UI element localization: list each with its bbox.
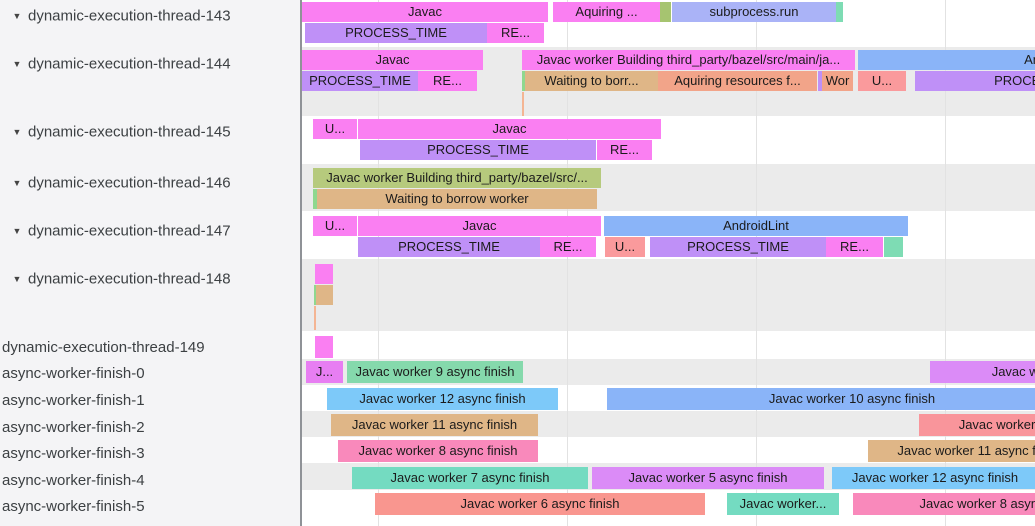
timeline-slice[interactable]: Javac (302, 50, 483, 70)
track-name-text: dynamic-execution-thread-144 (28, 55, 231, 73)
timeline-slice[interactable] (818, 71, 822, 91)
timeline-slice[interactable]: Wor (822, 71, 853, 91)
timeline-slice[interactable]: Javac worker 8 async finish (853, 493, 1035, 515)
timeline-slice[interactable]: Javac worker 12 async finish (832, 467, 1035, 489)
timeline-slice[interactable]: U... (313, 216, 357, 236)
track-label-async-worker-finish-3[interactable]: async-worker-finish-3 (0, 443, 300, 462)
timeline-slice[interactable]: Javac (358, 216, 601, 236)
time-gridline (756, 0, 757, 526)
track-label-async-worker-finish-1[interactable]: async-worker-finish-1 (0, 390, 300, 409)
timeline-slice[interactable]: Javac worker... (727, 493, 839, 515)
track-label-dynamic-execution-thread-148[interactable]: ▼ dynamic-execution-thread-148 (0, 269, 300, 288)
track-name-text: async-worker-finish-3 (2, 444, 145, 462)
time-gridline (945, 0, 946, 526)
expander-triangle-icon[interactable]: ▼ (12, 177, 22, 188)
track-label-dynamic-execution-thread-147[interactable]: ▼ dynamic-execution-thread-147 (0, 221, 300, 240)
timeline-slice[interactable]: U... (605, 237, 645, 257)
expander-triangle-icon[interactable]: ▼ (12, 273, 22, 284)
timeline-slice[interactable]: Javac worker 7 async finish (352, 467, 588, 489)
timeline-slice[interactable]: Waiting to borr... (525, 71, 658, 91)
track-label-async-worker-finish-2[interactable]: async-worker-finish-2 (0, 417, 300, 436)
timeline-slice[interactable] (315, 264, 333, 284)
track-label-dynamic-execution-thread-144[interactable]: ▼ dynamic-execution-thread-144 (0, 54, 300, 73)
zebra-band (302, 259, 1035, 331)
expander-triangle-icon[interactable]: ▼ (12, 58, 22, 69)
track-name-text: async-worker-finish-0 (2, 364, 145, 382)
track-label-async-worker-finish-5[interactable]: async-worker-finish-5 (0, 496, 300, 515)
timeline-slice[interactable]: RE... (826, 237, 883, 257)
track-name-text: async-worker-finish-5 (2, 497, 145, 515)
timeline-slice[interactable]: Javac (358, 119, 661, 139)
timeline-slice[interactable]: subprocess.run (672, 2, 836, 22)
timeline-slice[interactable]: Aquiring ... (553, 2, 660, 22)
timeline-slice[interactable] (884, 237, 903, 257)
timeline: Javac Aquiring ... subprocess.run PROCESS_T… (302, 0, 1035, 526)
track-label-dynamic-execution-thread-149[interactable]: dynamic-execution-thread-149 (0, 337, 300, 356)
timeline-slice[interactable]: RE... (487, 23, 544, 43)
timeline-slice[interactable]: RE... (418, 71, 477, 91)
timeline-slice[interactable]: Javac worker 11 async finish (331, 414, 538, 436)
track-name-sidebar: ▼ dynamic-execution-thread-143 ▼ dynamic-ex… (0, 0, 302, 526)
track-name-text: dynamic-execution-thread-148 (28, 270, 231, 288)
timeline-slice[interactable]: Javac worker 12 async finish (327, 388, 558, 410)
track-name-text: dynamic-execution-thread-145 (28, 123, 231, 141)
timeline-slice[interactable] (660, 2, 671, 22)
timeline-slice[interactable]: PROCESS_TIME (305, 23, 487, 43)
expander-triangle-icon[interactable]: ▼ (12, 10, 22, 21)
track-name-text: async-worker-finish-4 (2, 471, 145, 489)
timeline-slice[interactable]: Javac worker 5 async finish (592, 467, 824, 489)
timeline-slice[interactable]: RE... (540, 237, 596, 257)
timeline-slice[interactable]: Aquiring resources f... (658, 71, 817, 91)
timeline-slice[interactable]: J... (306, 361, 343, 383)
track-name-text: dynamic-execution-thread-146 (28, 174, 231, 192)
timeline-slice[interactable]: PROCESS_TIME (302, 71, 418, 91)
timeline-slice[interactable]: RE... (597, 140, 652, 160)
timeline-slice[interactable]: PROCESS_TIME (650, 237, 826, 257)
timeline-slice[interactable] (314, 285, 316, 305)
timeline-slice[interactable] (313, 189, 317, 209)
timeline-slice[interactable]: Javac worker 11 async finish (868, 440, 1035, 462)
track-name-text: async-worker-finish-1 (2, 391, 145, 409)
track-label-dynamic-execution-thread-143[interactable]: ▼ dynamic-execution-thread-143 (0, 6, 300, 25)
timeline-slice[interactable]: Waiting to borrow worker (317, 189, 597, 209)
timeline-slice[interactable] (836, 2, 843, 22)
timeline-slice[interactable]: Javac worker Building third_party/bazel/… (522, 50, 855, 70)
track-name-text: dynamic-execution-thread-149 (2, 338, 205, 356)
timeline-slice[interactable]: PROCESS_TIME (915, 71, 1035, 91)
expander-triangle-icon[interactable]: ▼ (12, 126, 22, 137)
timeline-slice[interactable]: Javac worker 6 async finish (375, 493, 705, 515)
track-name-text: async-worker-finish-2 (2, 418, 145, 436)
timeline-slice[interactable]: AndroidLint (858, 50, 1035, 70)
timeline-slice[interactable]: Javac (302, 2, 548, 22)
timeline-slice[interactable]: PROCESS_TIME (360, 140, 596, 160)
timeline-slice[interactable]: AndroidLint (604, 216, 908, 236)
track-label-dynamic-execution-thread-145[interactable]: ▼ dynamic-execution-thread-145 (0, 122, 300, 141)
expander-triangle-icon[interactable]: ▼ (12, 225, 22, 236)
timeline-slice[interactable]: Javac worker (919, 414, 1035, 436)
timeline-slice[interactable] (522, 92, 524, 116)
time-gridline (567, 0, 568, 526)
timeline-slice[interactable]: U... (313, 119, 357, 139)
timeline-slice[interactable]: PROCESS_TIME (358, 237, 540, 257)
timeline-slice[interactable]: Javac worker 8 async finish (338, 440, 538, 462)
timeline-slice[interactable]: U... (858, 71, 906, 91)
timeline-slice[interactable] (316, 285, 333, 305)
timeline-slice[interactable]: Javac worker Building third_party/bazel/… (313, 168, 601, 188)
timeline-slice[interactable] (314, 306, 316, 330)
track-label-async-worker-finish-0[interactable]: async-worker-finish-0 (0, 363, 300, 382)
time-gridline (378, 0, 379, 526)
timeline-slice[interactable]: Javac worker 9 async finish (347, 361, 523, 383)
track-label-async-worker-finish-4[interactable]: async-worker-finish-4 (0, 470, 300, 489)
track-name-text: dynamic-execution-thread-143 (28, 7, 231, 25)
track-label-dynamic-execution-thread-146[interactable]: ▼ dynamic-execution-thread-146 (0, 173, 300, 192)
timeline-slice[interactable] (522, 71, 525, 91)
timeline-slice[interactable]: Javac worker (930, 361, 1035, 383)
timeline-slice[interactable]: Javac worker 10 async finish (607, 388, 1035, 410)
track-name-text: dynamic-execution-thread-147 (28, 222, 231, 240)
timeline-slice[interactable] (315, 336, 333, 358)
